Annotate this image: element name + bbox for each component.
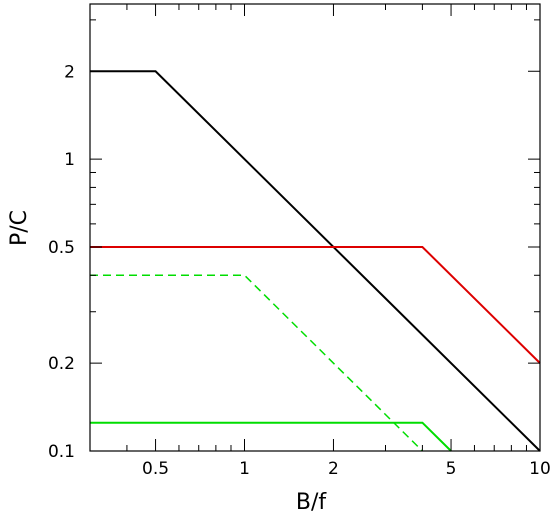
x-tick-label: 10	[529, 459, 551, 479]
series-line-4	[90, 421, 452, 452]
series-line-2	[90, 245, 541, 364]
x-tick-labels: 0.5 1 2 5 10	[142, 459, 551, 479]
series-line-3	[90, 274, 423, 452]
series-layer	[90, 70, 541, 452]
y-tick-label: 0.2	[48, 354, 75, 374]
y-tick-label: 0.1	[48, 442, 75, 462]
x-tick-label: 5	[446, 459, 457, 479]
y-tick-label: 2	[64, 62, 75, 82]
y-tick-labels: 0.1 0.2 0.5 1 2	[48, 62, 75, 462]
y-tick-label: 0.5	[48, 238, 75, 258]
x-axis-label: B/f	[296, 490, 328, 515]
plot-frame	[89, 3, 541, 452]
y-axis-label: P/C	[7, 210, 32, 246]
x-tick-label: 0.5	[142, 459, 169, 479]
x-tick-label: 2	[328, 459, 339, 479]
x-tick-label: 1	[239, 459, 250, 479]
series-line-1	[90, 70, 541, 452]
y-tick-label: 1	[64, 150, 75, 170]
